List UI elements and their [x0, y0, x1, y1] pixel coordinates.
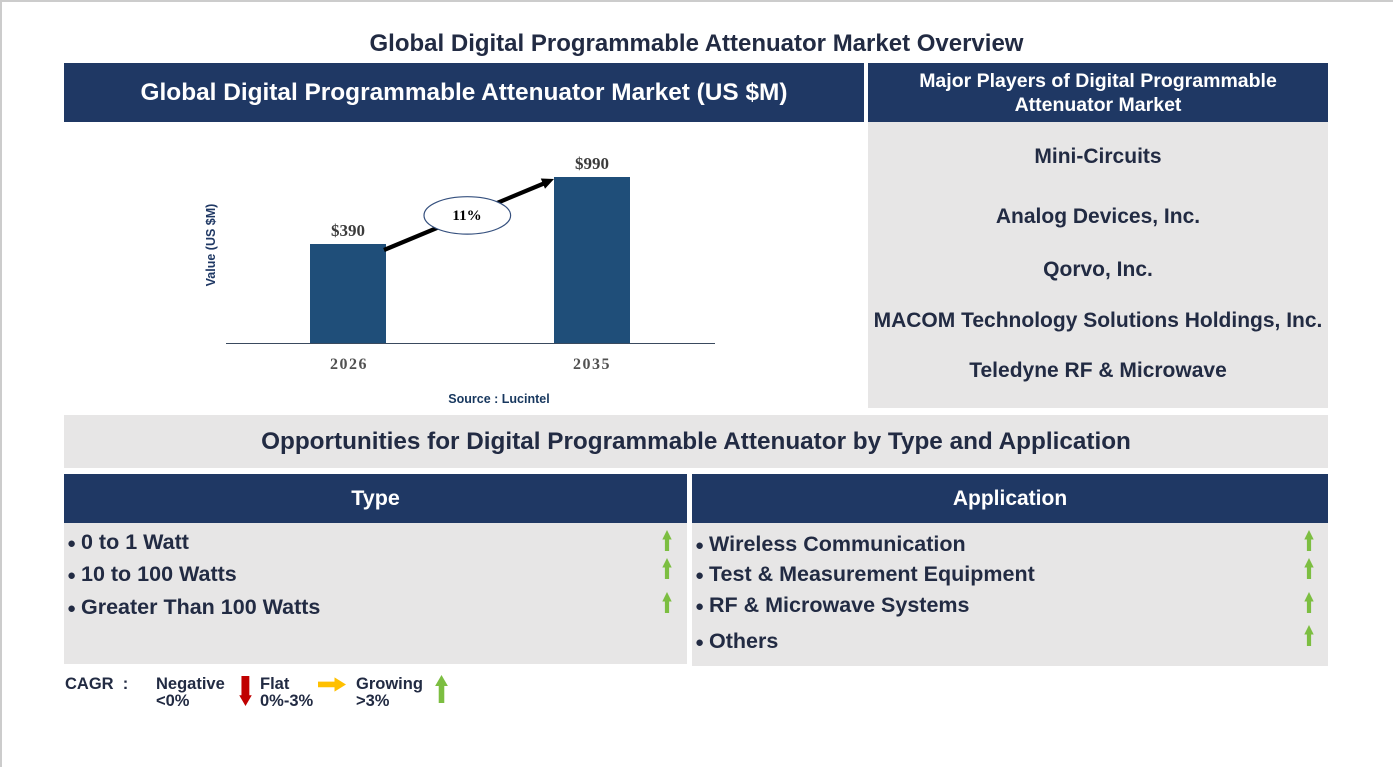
svg-text:11%: 11% [452, 208, 481, 224]
